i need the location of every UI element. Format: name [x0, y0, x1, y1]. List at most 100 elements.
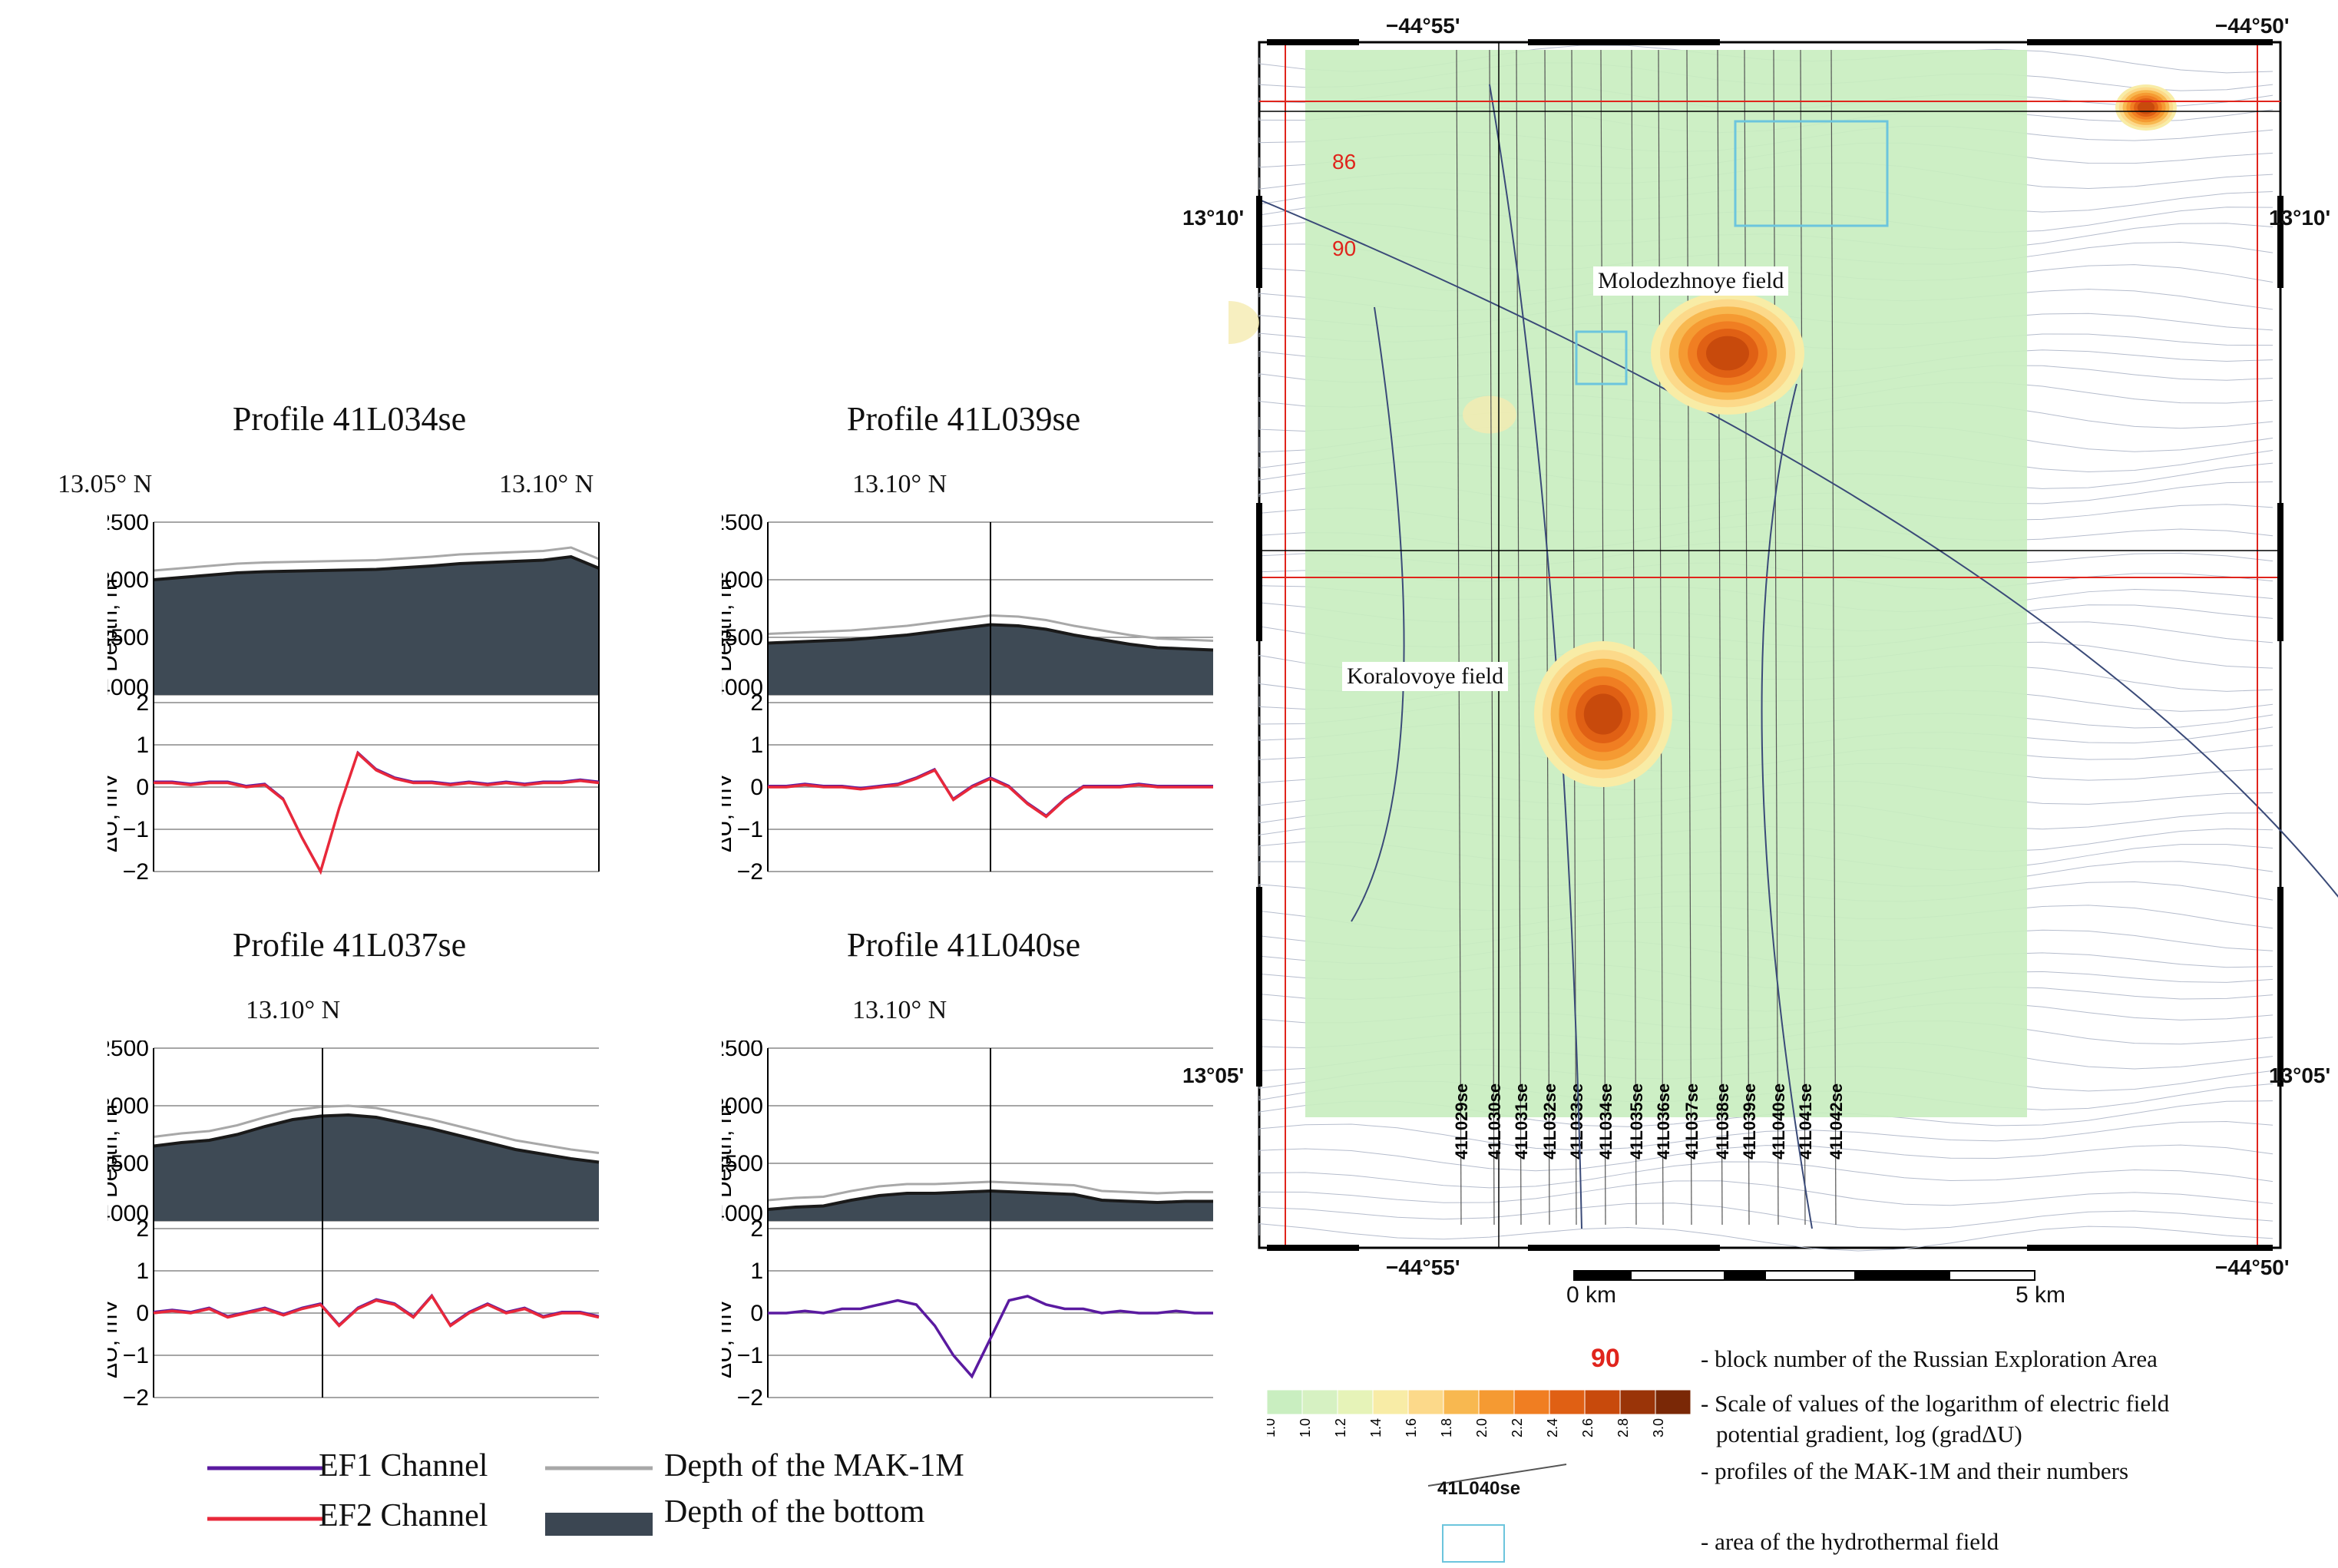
molodezhnoye-field-label: Molodezhnoye field: [1593, 266, 1789, 296]
profile-number-label: 41L032se: [1540, 1083, 1559, 1159]
field-anomaly: [2137, 101, 2155, 114]
scale-swatch: [1584, 1390, 1621, 1415]
lat-top-right: 13°10': [2269, 206, 2331, 230]
legend-mak: Depth of the MAK-1M: [664, 1448, 964, 1484]
profile-title: Profile 41L037se: [232, 926, 467, 964]
depth-tick-label: 3000: [107, 567, 149, 593]
profile-lat-label: 13.10° N: [499, 470, 594, 498]
bottom-depth-line: [153, 554, 600, 581]
profile-plot: 2500 3000 3500 40002 1 0 −1 −2 Depth, m ΔU, mV: [107, 514, 600, 883]
du-tick-label: 0: [750, 1301, 763, 1326]
lon-bottom-left: −44°55': [1386, 1255, 1460, 1279]
du-tick-label: 2: [136, 1216, 149, 1242]
frame-tick: [1528, 39, 1720, 45]
frame-tick: [1256, 196, 1262, 288]
bathymetry-contour: [1258, 1202, 2274, 1230]
profile-number-label: 41L030se: [1485, 1083, 1504, 1159]
scale-value-label: 2.2: [1510, 1418, 1525, 1437]
du-tick-label: 2: [136, 690, 149, 716]
profile-number-label: 41L034se: [1596, 1083, 1615, 1159]
frame-tick: [1528, 1245, 1720, 1251]
bathymetry-contour: [1258, 1223, 2274, 1252]
du-tick-label: 1: [750, 1259, 763, 1284]
du-tick-label: 0: [136, 775, 149, 800]
profile-plot: 2500 3000 3500 40002 1 0 −1 −2 Depth, m ΔU, mV: [722, 514, 1214, 883]
bathymetry-contour: [1258, 1144, 2274, 1172]
lat-top-left: 13°10': [1182, 206, 1245, 230]
block-90-label: 90: [1332, 237, 1357, 260]
frame-tick: [1256, 503, 1262, 641]
scale-swatch: [1372, 1390, 1409, 1415]
profile-number-label: 41L035se: [1627, 1083, 1646, 1159]
molodezhnoye-box: [1734, 120, 1889, 227]
ef1-series: [768, 1295, 1213, 1379]
seafloor-fill: [154, 557, 599, 695]
du-tick-label: 1: [136, 733, 149, 758]
profile-line: [1830, 49, 1837, 1226]
survey-area: [1305, 50, 2027, 1117]
du-axis-label: ΔU, mV: [107, 1299, 122, 1378]
frame-tick: [2277, 196, 2283, 288]
scale-5-label: 5 km: [2016, 1282, 2066, 1308]
bottom-depth-line: [153, 1113, 600, 1164]
profile-line: [1686, 49, 1692, 1226]
scale-swatch: [1478, 1390, 1515, 1415]
key-profile-line: [1428, 1464, 1567, 1487]
frame-tick: [2027, 39, 2273, 45]
profile-lat-label: 13.10° N: [246, 996, 341, 1024]
du-tick-label: −2: [123, 1385, 149, 1409]
depth-tick-label: 2500: [722, 1040, 763, 1061]
scale-swatch: [1549, 1390, 1586, 1415]
scale-bar-segment: [1724, 1271, 1766, 1280]
depth-axis-label: Depth, m: [107, 1104, 122, 1198]
lat-bottom-right: 13°05': [2269, 1064, 2331, 1087]
depth-tick-label: 3500: [722, 625, 763, 650]
ef2-series: [153, 1294, 600, 1328]
key-area-box: [1442, 1524, 1505, 1563]
bathymetry-contour: [1258, 1120, 2274, 1151]
scale-value-label: 2.4: [1545, 1418, 1560, 1437]
depth-tick-label: 3000: [722, 567, 763, 593]
scale-value-label: 1.8: [1439, 1418, 1454, 1437]
scale-bar: [1573, 1270, 2035, 1281]
scale-swatch: [1267, 1390, 1303, 1415]
profile-number-label: 41L042se: [1827, 1083, 1846, 1159]
field-anomaly: [1706, 336, 1749, 371]
scale-swatch: [1655, 1390, 1691, 1415]
profile-number-label: 41L037se: [1682, 1083, 1701, 1159]
depth-contour-main: [1258, 199, 2338, 898]
du-tick-label: −1: [737, 817, 763, 842]
profile-plot: 2500 3000 3500 40002 1 0 −1 −2 Depth, m ΔU, mV: [722, 1040, 1213, 1409]
key-block-sample: 90: [1591, 1344, 1620, 1373]
profile-line: [1631, 49, 1637, 1226]
depth-axis-label: Depth, m: [722, 1104, 736, 1198]
scale-value-label: 1.2: [1333, 1418, 1348, 1437]
profile-line: [1456, 49, 1462, 1226]
du-tick-label: 1: [136, 1259, 149, 1284]
anomaly-blob: [1463, 395, 1516, 434]
lat-bottom-left: 13°05': [1182, 1064, 1245, 1087]
depth-tick-label: 3500: [107, 625, 149, 650]
scale-value-label: 2.6: [1580, 1418, 1596, 1437]
profile-title: Profile 41L039se: [846, 400, 1081, 438]
koralovoye-box: [1575, 330, 1628, 385]
depth-contour-main: [1761, 383, 1813, 1229]
du-tick-label: 1: [750, 733, 763, 758]
depth-tick-label: 3500: [107, 1151, 149, 1176]
seafloor-fill: [154, 1115, 599, 1221]
depth-tick-label: 4000: [107, 1201, 149, 1226]
scale-bar-segment: [1854, 1271, 1950, 1280]
profile-number-label: 41L038se: [1713, 1083, 1732, 1159]
profile-line: [1658, 49, 1664, 1226]
depth-tick-label: 3000: [722, 1093, 763, 1119]
depth-tick-label: 4000: [722, 1201, 763, 1226]
depth-tick-label: 2500: [107, 514, 149, 535]
scale-value-label: 3.0: [1651, 1418, 1666, 1437]
du-tick-label: 0: [750, 775, 763, 800]
scale-swatch: [1513, 1390, 1550, 1415]
key-profile-text: - profiles of the MAK-1M and their numbe…: [1701, 1457, 2129, 1484]
ef2-series: [768, 768, 1213, 819]
depth-contour-main: [1489, 84, 1582, 1229]
du-tick-label: 2: [750, 690, 763, 716]
depth-tick-label: 2500: [107, 1040, 149, 1061]
